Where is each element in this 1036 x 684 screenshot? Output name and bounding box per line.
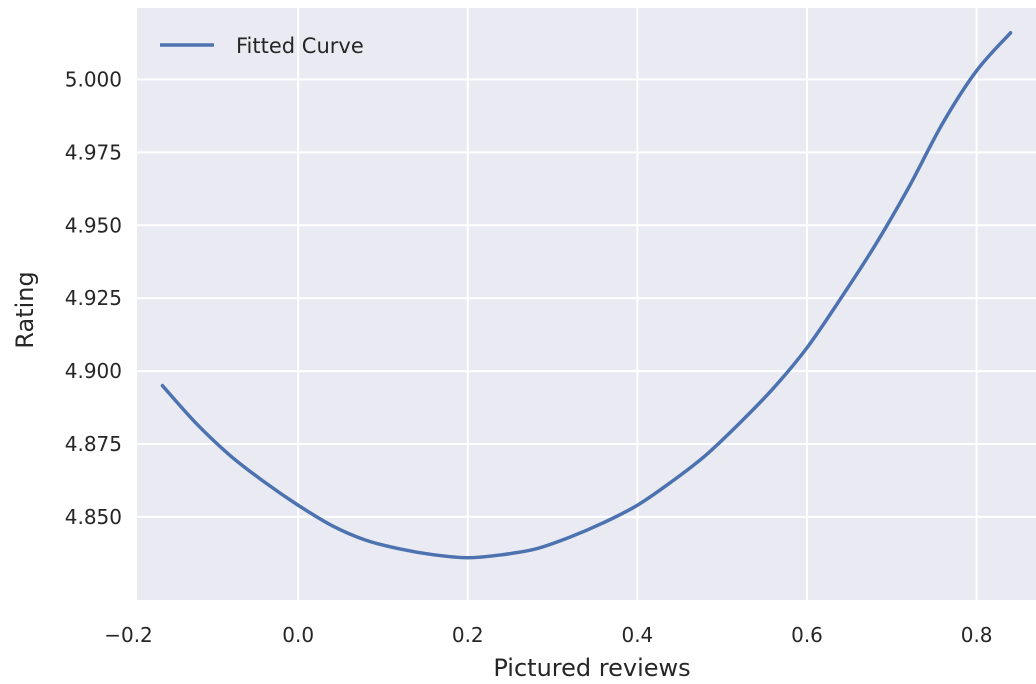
y-tick-label: 4.950 [65, 213, 122, 237]
y-grid [137, 78, 1036, 518]
x-tick-label: 0.8 [961, 623, 993, 647]
y-tick-label: 4.975 [65, 140, 122, 164]
y-axis-label: Rating [11, 271, 39, 348]
x-tick-labels: −0.2 0.0 0.2 0.4 0.6 0.8 [104, 623, 992, 647]
x-tick-label: 0.6 [791, 623, 823, 647]
legend: Fitted Curve [160, 34, 364, 58]
x-tick-label: 0.4 [621, 623, 653, 647]
y-tick-labels: 4.850 4.875 4.900 4.925 4.950 4.975 5.000 [65, 67, 122, 528]
y-tick-label: 4.850 [65, 505, 122, 529]
x-grid [127, 8, 978, 600]
plot-area [137, 8, 1036, 600]
y-tick-label: 5.000 [65, 67, 122, 91]
x-axis-label: Pictured reviews [493, 654, 690, 682]
series-line-fitted-curve [160, 31, 1013, 560]
y-tick-label: 4.875 [65, 432, 122, 456]
x-tick-label: −0.2 [104, 623, 153, 647]
x-tick-label: 0.0 [282, 623, 314, 647]
y-tick-label: 4.925 [65, 286, 122, 310]
series-layer [160, 31, 1013, 560]
y-tick-label: 4.900 [65, 359, 122, 383]
x-tick-label: 0.2 [452, 623, 484, 647]
legend-label: Fitted Curve [236, 34, 364, 58]
